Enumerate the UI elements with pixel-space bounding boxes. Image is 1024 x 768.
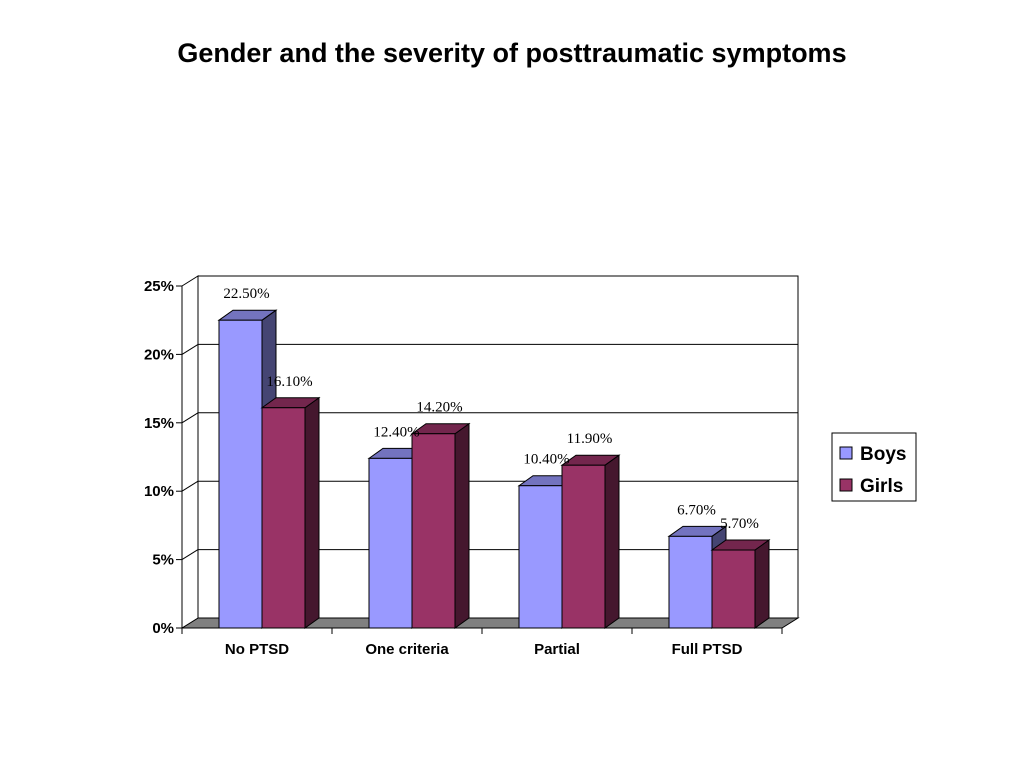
bar-girls-partial bbox=[560, 454, 621, 629]
legend-swatch-boys bbox=[839, 446, 853, 460]
y-axis-ticks: 0% 5% 10% 15% 20% 25% bbox=[144, 278, 182, 637]
side-wall bbox=[181, 275, 199, 629]
y-tick-label: 20% bbox=[144, 346, 174, 363]
x-category-label: No PTSD bbox=[225, 641, 289, 658]
legend-label-girls: Girls bbox=[860, 476, 903, 497]
bar-girls-no-ptsd bbox=[260, 396, 321, 629]
legend-label-boys: Boys bbox=[860, 444, 906, 465]
bars bbox=[217, 309, 771, 629]
data-label-girls: 16.10% bbox=[266, 374, 312, 390]
y-tick-label: 15% bbox=[144, 415, 174, 432]
x-category-label: One criteria bbox=[365, 641, 449, 658]
gridline-side bbox=[181, 480, 199, 492]
data-label-boys: 22.50% bbox=[223, 286, 269, 302]
data-labels: 22.50% 16.10% 12.40% 14.20% 10.40% 11.90% 6.70… bbox=[223, 286, 759, 532]
y-tick-label: 10% bbox=[144, 483, 174, 500]
y-tick-label: 5% bbox=[152, 552, 174, 569]
gridline-side bbox=[181, 412, 199, 424]
bar-girls-full-ptsd bbox=[710, 539, 771, 629]
legend: Boys Girls bbox=[831, 432, 917, 502]
data-label-girls: 5.70% bbox=[720, 516, 759, 532]
x-category-label: Full PTSD bbox=[672, 641, 743, 658]
bar-girls-one-criteria bbox=[410, 422, 471, 629]
x-category-label: Partial bbox=[534, 641, 580, 658]
chart-title: Gender and the severity of posttraumatic… bbox=[177, 38, 847, 68]
y-tick-label: 0% bbox=[152, 620, 174, 637]
data-label-girls: 14.20% bbox=[416, 400, 462, 416]
bar-boys-no-ptsd bbox=[217, 309, 278, 629]
gridline-side bbox=[181, 549, 199, 561]
data-label-boys: 6.70% bbox=[677, 502, 716, 518]
x-axis-categories: No PTSD One criteria Partial Full PTSD bbox=[181, 628, 783, 658]
gridline-side bbox=[181, 343, 199, 355]
y-tick-label: 25% bbox=[144, 278, 174, 295]
data-label-boys: 12.40% bbox=[373, 424, 419, 440]
legend-swatch-girls bbox=[839, 478, 853, 492]
data-label-boys: 10.40% bbox=[523, 452, 569, 468]
data-label-girls: 11.90% bbox=[567, 431, 613, 447]
